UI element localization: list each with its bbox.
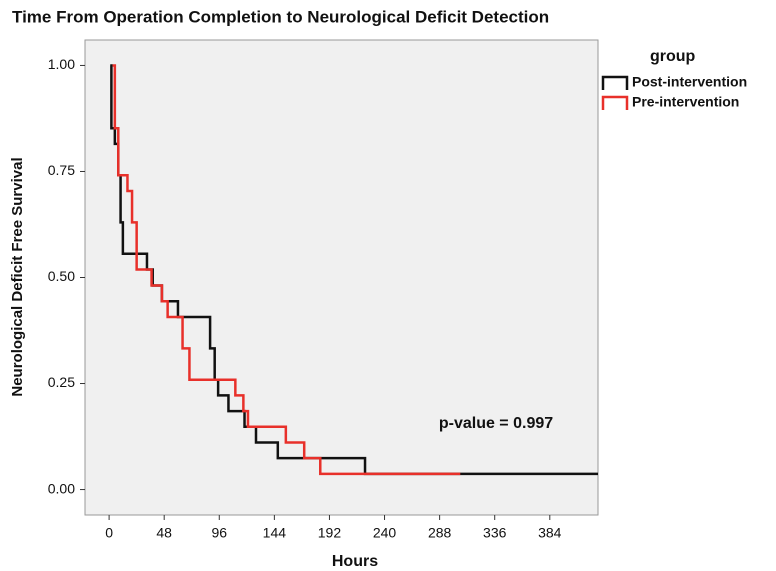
survival-curve [112, 64, 461, 476]
x-axis-label: Hours [332, 553, 378, 570]
legend-title: group [650, 48, 696, 65]
x-tick-label: 144 [263, 525, 287, 541]
y-tick-label: 1.00 [48, 56, 75, 72]
x-tick-label: 48 [156, 525, 172, 541]
y-tick-label: 0.50 [48, 268, 75, 284]
x-tick-label: 384 [538, 525, 562, 541]
plot-area [84, 39, 599, 516]
y-axis-label: Neurological Deficit Free Survival [9, 157, 26, 396]
legend-label: Pre-intervention [632, 94, 739, 110]
y-tick-label: 0.25 [48, 374, 75, 390]
x-tick-label: 288 [428, 525, 452, 541]
x-tick-label: 96 [211, 525, 227, 541]
x-tick-label: 0 [105, 525, 113, 541]
y-tick-label: 0.75 [48, 162, 75, 178]
annotation: p-value = 0.997 [439, 415, 553, 432]
legend-label: Post-intervention [632, 74, 747, 90]
legend-swatch [601, 95, 629, 110]
x-tick-label: 192 [318, 525, 342, 541]
chart-title: Time From Operation Completion to Neurol… [12, 7, 549, 26]
x-tick-label: 336 [483, 525, 507, 541]
y-tick-label: 0.00 [48, 480, 75, 496]
legend-swatch [601, 75, 629, 90]
x-tick-label: 240 [373, 525, 397, 541]
